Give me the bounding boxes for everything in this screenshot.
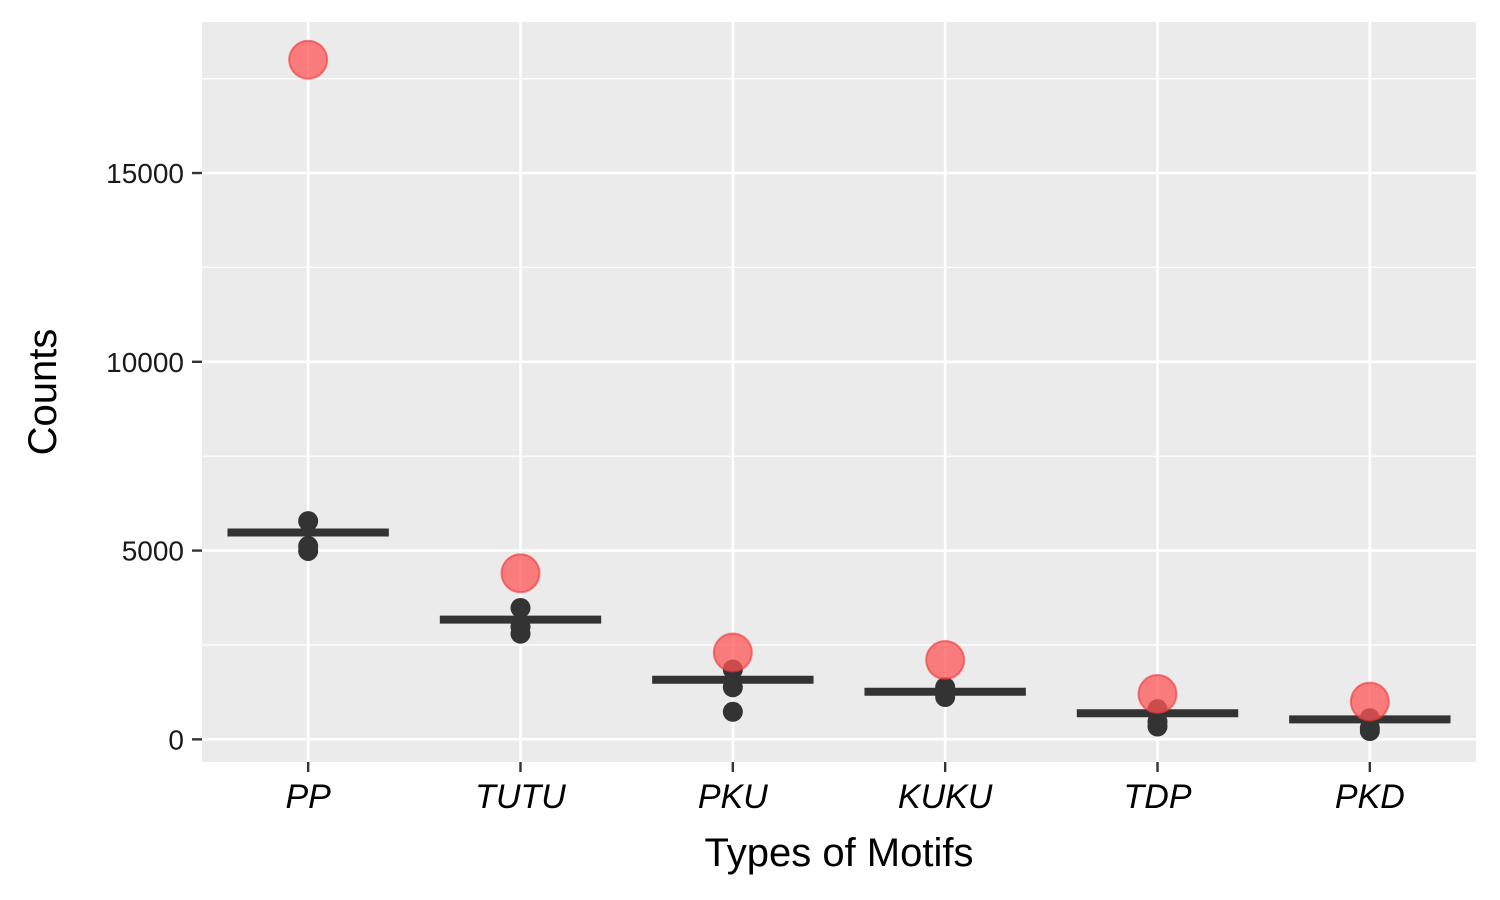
x-tick-label: KUKU [898, 778, 993, 816]
observed-point [925, 640, 966, 681]
observed-point [1349, 681, 1390, 722]
observed-point [712, 632, 753, 673]
x-tick-label: PKD [1335, 778, 1405, 816]
y-tick-label: 10000 [106, 347, 184, 378]
panel-background [202, 22, 1476, 762]
outlier-point [298, 511, 319, 532]
observed-point [500, 553, 541, 594]
y-axis-title: Counts [21, 329, 65, 456]
outlier-point [935, 687, 956, 708]
observed-point [288, 39, 329, 80]
outlier-point [722, 677, 743, 698]
outlier-point [298, 540, 319, 561]
major-gridlines [202, 22, 1476, 762]
x-tick-label: TDP [1124, 778, 1192, 816]
x-axis-title: Types of Motifs [705, 831, 974, 875]
y-tick-label: 5000 [122, 536, 184, 567]
y-tick-label: 0 [168, 724, 184, 755]
outlier-point [510, 597, 531, 618]
observed-point [1137, 674, 1178, 715]
x-tick-label: PP [285, 778, 331, 816]
outlier-point [722, 701, 743, 722]
x-tick-label: PKU [698, 778, 768, 816]
x-tick-label: TUTU [475, 778, 566, 816]
y-tick-label: 15000 [106, 158, 184, 189]
outlier-point [1359, 721, 1380, 742]
x-axis: PP TUTU PKU KUKU TDP PKD [285, 762, 1405, 816]
outlier-point [1147, 716, 1168, 737]
minor-gridlines [202, 77, 1476, 646]
outlier-point [510, 623, 531, 644]
y-axis: 0 5000 10000 15000 [106, 158, 202, 755]
observed-series [288, 39, 1390, 722]
